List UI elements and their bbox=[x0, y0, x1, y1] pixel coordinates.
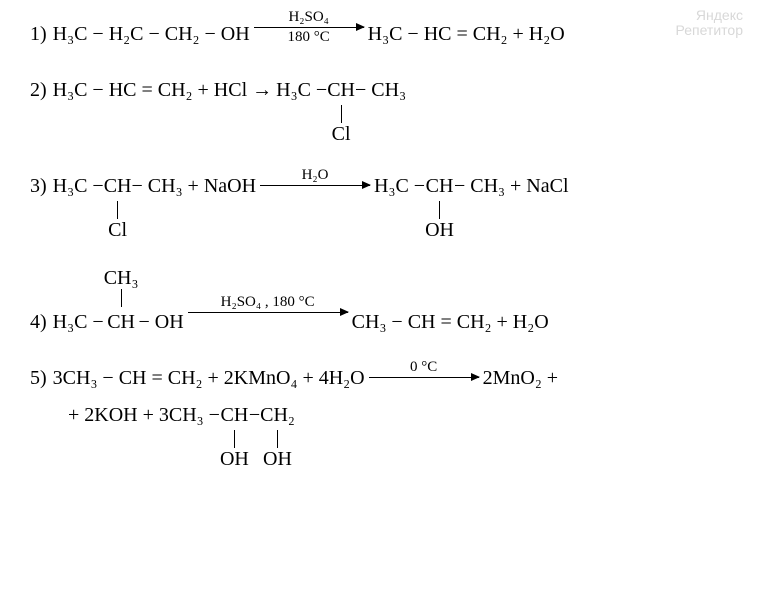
rxn1-lhs: H₃C − H₂C − CH₂ − OH bbox=[53, 20, 250, 48]
rxn5-ch2m: CH₂ bbox=[260, 401, 295, 429]
bond-icon bbox=[117, 201, 118, 219]
watermark-line1: Яндекс bbox=[676, 8, 743, 23]
rxn3-lch: CH bbox=[104, 172, 132, 200]
rxn5-ch1s: OH bbox=[220, 449, 249, 469]
rxn5-lhs: 3CH₃ − CH = CH₂ + 2KMnO₄ + 4H₂O bbox=[53, 364, 365, 392]
rxn3-arrow-top: H₂O bbox=[302, 168, 329, 183]
bond-icon bbox=[234, 430, 235, 448]
reaction-4: 4) H₃C − CH CH₃ − OH H₂SO₄ , 180 °C CH₃ … bbox=[30, 268, 731, 336]
rxn3-rch: CH bbox=[426, 172, 454, 200]
rxn2-p-pre: H₃C − bbox=[276, 76, 327, 104]
rxn2-lhs: H₃C − HC = CH₂ + HCl → bbox=[53, 76, 272, 104]
rxn3-l-ch: CH Cl bbox=[104, 172, 132, 240]
rxn2-num: 2) bbox=[30, 76, 47, 104]
rxn4-arrow: H₂SO₄ , 180 °C bbox=[188, 295, 348, 330]
rxn1-arrow-bot: 180 °C bbox=[288, 30, 330, 45]
bond-icon bbox=[439, 201, 440, 219]
reaction-5: 5) 3CH₃ − CH = CH₂ + 2KMnO₄ + 4H₂O 0 °C … bbox=[30, 364, 731, 395]
arrow-icon bbox=[369, 377, 479, 378]
reaction-2: 2) H₃C − HC = CH₂ + HCl → H₃C − CH Cl − … bbox=[30, 76, 731, 144]
rxn1-num: 1) bbox=[30, 20, 47, 48]
reaction-1: 1) H₃C − H₂C − CH₂ − OH H₂SO₄ 180 °C H₃C… bbox=[30, 20, 731, 48]
rxn4-ch3: CH₃ bbox=[104, 268, 139, 288]
rxn3-num: 3) bbox=[30, 172, 47, 200]
rxn5-ch1: CH OH bbox=[220, 401, 249, 469]
rxn3-lcl: Cl bbox=[108, 220, 127, 240]
rxn3-arrow: H₂O bbox=[260, 168, 370, 203]
rxn5-ch2s: OH bbox=[263, 449, 292, 469]
arrow-icon bbox=[188, 312, 348, 313]
rxn4-num: 4) bbox=[30, 308, 47, 336]
rxn3-r-pre: H₃C − bbox=[374, 172, 425, 200]
rxn5-num: 5) bbox=[30, 364, 47, 392]
rxn5-ch1m: CH bbox=[220, 401, 248, 429]
bond-icon bbox=[277, 430, 278, 448]
rxn3-r-post: − CH₃ + NaCl bbox=[454, 172, 569, 200]
rxn3-l-post: − CH₃ + NaOH bbox=[132, 172, 257, 200]
rxn2-cl: Cl bbox=[332, 124, 351, 144]
rxn5-mid: − bbox=[249, 401, 260, 429]
rxn4-l-ch: CH CH₃ bbox=[104, 268, 139, 336]
rxn2-product-ch: CH Cl bbox=[327, 76, 355, 144]
bond-icon bbox=[341, 105, 342, 123]
rxn5-l2-pre: + 2KOH + 3CH₃ − bbox=[68, 401, 220, 429]
rxn4-l-pre: H₃C − bbox=[53, 308, 104, 336]
watermark-line2: Репетитор bbox=[676, 23, 743, 38]
rxn4-lch: CH bbox=[107, 308, 135, 336]
rxn5-arrow-top: 0 °C bbox=[410, 360, 437, 375]
reaction-3: 3) H₃C − CH Cl − CH₃ + NaOH H₂O H₃C − CH… bbox=[30, 172, 731, 240]
arrow-icon bbox=[254, 27, 364, 28]
rxn3-roh: OH bbox=[425, 220, 454, 240]
rxn1-arrow-top: H₂SO₄ bbox=[288, 10, 328, 25]
rxn2-p-post: − CH₃ bbox=[355, 76, 406, 104]
rxn2-ch: CH bbox=[327, 76, 355, 104]
rxn4-rhs: CH₃ − CH = CH₂ + H₂O bbox=[352, 308, 549, 336]
rxn1-arrow: H₂SO₄ 180 °C bbox=[254, 10, 364, 45]
reaction-5-line2: + 2KOH + 3CH₃ − CH OH − CH₂ OH bbox=[68, 401, 731, 469]
rxn5-arrow: 0 °C bbox=[369, 360, 479, 395]
arrow-icon bbox=[260, 185, 370, 186]
rxn1-rhs: H₃C − HC = CH₂ + H₂O bbox=[368, 20, 565, 48]
rxn4-arrow-top: H₂SO₄ , 180 °C bbox=[221, 295, 315, 310]
rxn4-l-post: − OH bbox=[138, 308, 183, 336]
rxn3-r-ch: CH OH bbox=[425, 172, 454, 240]
rxn5-rhs1: 2MnO₂ + bbox=[483, 364, 558, 392]
rxn5-ch2: CH₂ OH bbox=[260, 401, 295, 469]
rxn3-l-pre: H₃C − bbox=[53, 172, 104, 200]
bond-icon bbox=[121, 289, 122, 307]
